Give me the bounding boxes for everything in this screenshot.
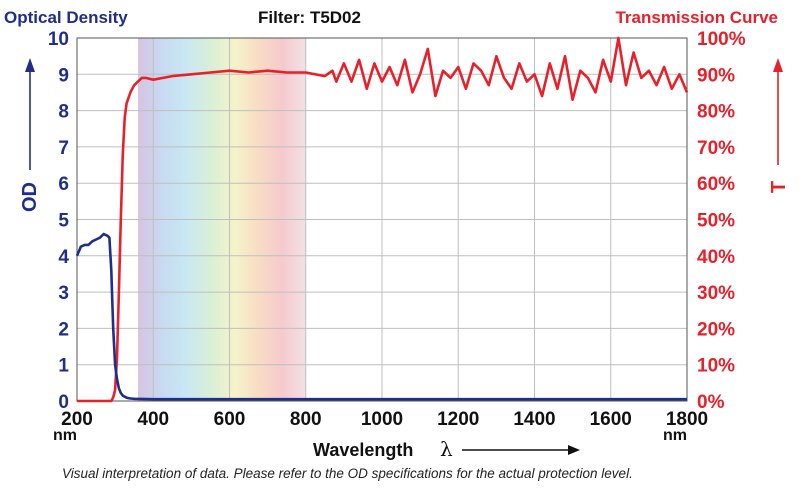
x-tick-label: 800 (290, 409, 322, 430)
transmission-axis-title: Transmission Curve (615, 8, 778, 27)
od-tick-labels: 0 1 2 3 4 5 6 7 8 9 10 (48, 29, 70, 413)
t-tick-label: 80% (697, 102, 735, 123)
od-tick-label: 10 (48, 29, 69, 50)
od-tick-label: 8 (58, 102, 69, 123)
x-tick-label: 600 (214, 409, 246, 430)
x-tick-label: 1400 (513, 409, 555, 430)
od-tick-label: 7 (58, 138, 69, 159)
transmission-tick-labels: 0% 10% 20% 30% 40% 50% 60% 70% 80% 90% 100% (697, 29, 746, 413)
t-tick-label: 40% (697, 247, 735, 268)
od-tick-label: 0 (58, 392, 69, 413)
od-axis-title: Optical Density (4, 8, 128, 27)
t-axis-label: T (768, 181, 790, 193)
wavelength-tick-labels: 200 400 600 800 1000 1200 1400 1600 1800 (61, 409, 708, 430)
x-unit-left: nm (53, 427, 77, 444)
t-tick-label: 10% (697, 356, 735, 377)
transmission-curve (77, 36, 689, 403)
chart-title: Filter: T5D02 (258, 8, 361, 27)
plot-frame (76, 37, 688, 402)
od-axis-label: OD (19, 182, 41, 212)
x-tick-label: 400 (137, 409, 169, 430)
x-tick-label: 1800 (666, 409, 708, 430)
t-tick-label: 30% (697, 283, 735, 304)
od-tick-label: 1 (58, 356, 69, 377)
t-tick-label: 0% (697, 392, 725, 413)
t-tick-label: 20% (697, 319, 735, 340)
t-tick-label: 60% (697, 174, 735, 195)
optical-density-curve (75, 232, 687, 401)
t-tick-label: 70% (697, 138, 735, 159)
od-tick-label: 9 (58, 65, 69, 86)
lambda-symbol: λ (440, 437, 453, 461)
caption: Visual interpretation of data. Please re… (62, 466, 633, 481)
od-tick-label: 4 (58, 247, 69, 268)
x-axis-label: Wavelength (313, 440, 413, 460)
x-unit-right: nm (663, 427, 687, 444)
t-tick-label: 90% (697, 65, 735, 86)
t-tick-label: 50% (697, 211, 735, 232)
od-tick-label: 3 (58, 283, 69, 304)
t-axis-arrow-head (773, 58, 783, 72)
x-tick-label: 1600 (590, 409, 632, 430)
x-tick-label: 200 (61, 409, 93, 430)
t-tick-label: 100% (697, 29, 746, 50)
od-tick-label: 5 (58, 211, 69, 232)
x-tick-label: 1200 (437, 409, 479, 430)
od-tick-label: 2 (58, 319, 69, 340)
x-axis-arrow-head (568, 445, 580, 455)
od-tick-label: 6 (58, 174, 69, 195)
od-axis-arrow-head (25, 58, 35, 72)
x-tick-label: 1000 (361, 409, 403, 430)
